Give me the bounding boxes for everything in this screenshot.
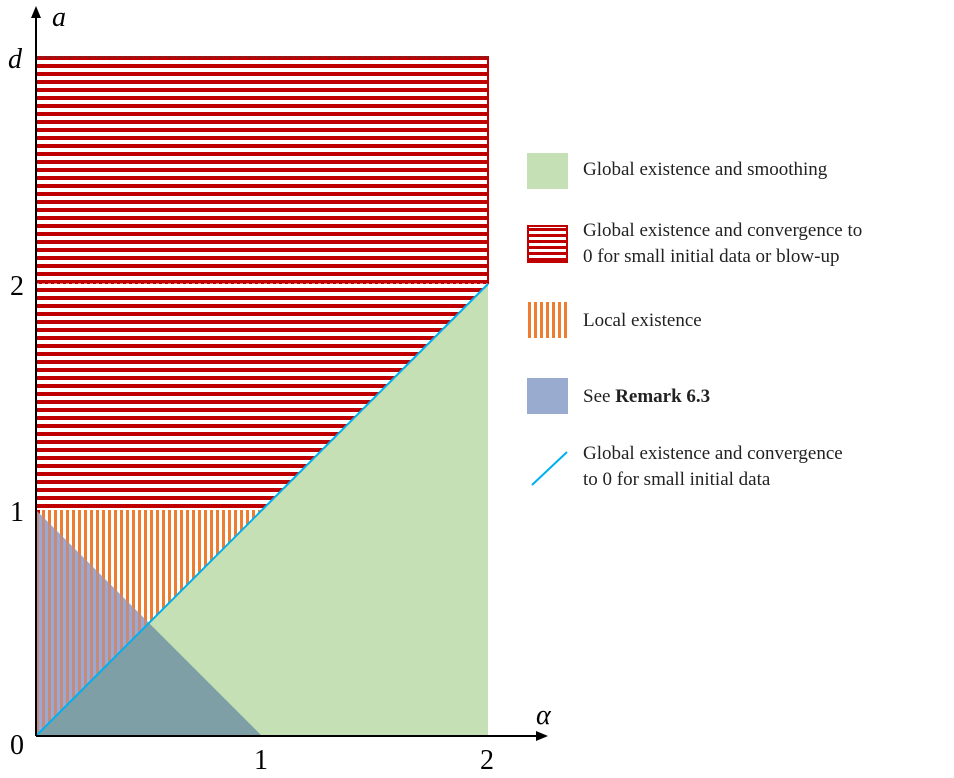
legend-label-green: Global existence and smoothing — [583, 157, 827, 183]
legend-label-line: Global existence and convergence to 0 fo… — [583, 441, 843, 493]
legend-swatch-line — [531, 451, 568, 486]
blue-striped-region — [36, 510, 149, 736]
legend-swatch-green — [527, 153, 568, 189]
legend-swatch-blue — [527, 378, 568, 414]
legend-red-line2: 0 for small initial data or blow-up — [583, 246, 840, 267]
y-tick-2: 2 — [10, 271, 24, 302]
red-region-lower — [36, 284, 488, 510]
legend-blue-prefix: See — [583, 386, 616, 407]
legend-green-text: Global existence and smoothing — [583, 159, 828, 180]
legend-label-red: Global existence and convergence to 0 fo… — [583, 218, 862, 270]
legend-swatch-red — [527, 225, 568, 263]
red-region-upper — [36, 57, 488, 284]
x-tick-1: 1 — [254, 745, 268, 776]
y-axis-label: a — [52, 2, 66, 33]
x-tick-2: 2 — [480, 745, 494, 776]
legend-swatch-orange — [527, 302, 568, 338]
remark-reference: Remark 6.3 — [615, 386, 711, 407]
legend-line-line1: Global existence and convergence — [583, 443, 843, 464]
y-axis-arrow — [31, 6, 41, 18]
legend-label-orange: Local existence — [583, 308, 702, 334]
x-tick-0: 0 — [10, 730, 24, 761]
diagonal-line — [35, 283, 489, 737]
blue-overlap-region — [36, 623, 262, 736]
y-tick-1: 1 — [10, 497, 24, 528]
legend-red-line1: Global existence and convergence to — [583, 220, 863, 241]
x-axis-label: α — [536, 700, 552, 731]
legend-label-blue: See Remark 6.3 — [583, 384, 710, 410]
x-axis-arrow — [536, 731, 548, 741]
legend-orange-text: Local existence — [583, 310, 702, 331]
legend-line-line2: to 0 for small initial data — [583, 469, 771, 490]
y-tick-d: d — [8, 44, 23, 75]
